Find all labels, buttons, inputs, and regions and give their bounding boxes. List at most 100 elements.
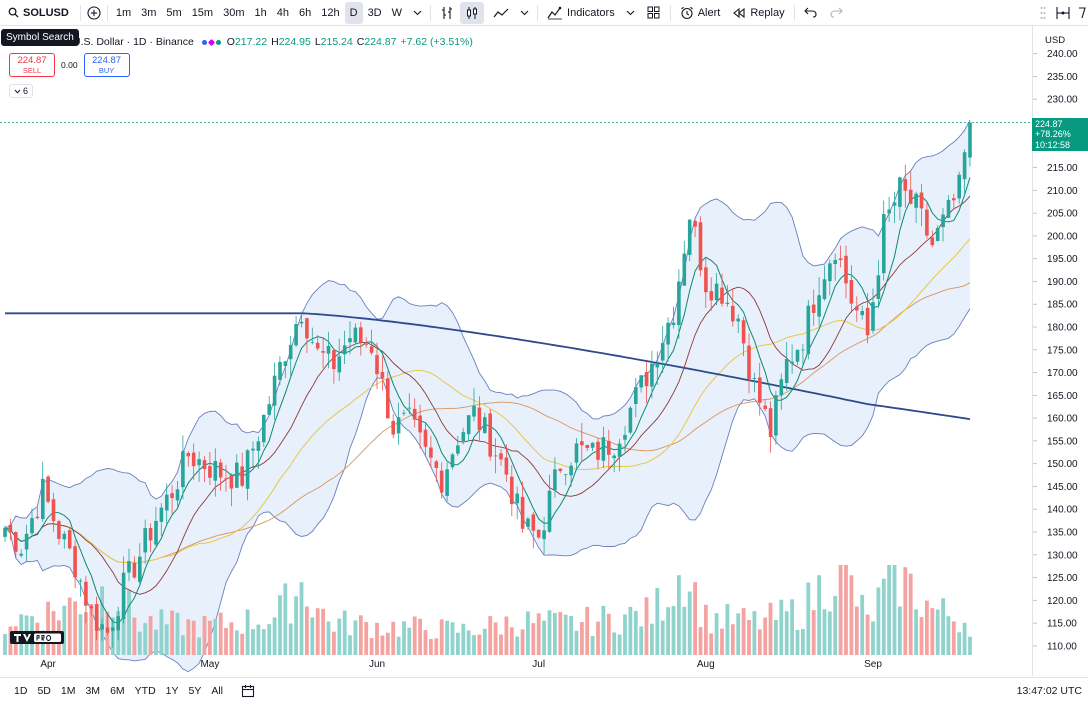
more-tools-button[interactable]	[1076, 2, 1088, 24]
volume-bar	[951, 621, 956, 655]
candle	[57, 519, 61, 545]
undo-button[interactable]	[798, 2, 824, 24]
compare-symbol-button[interactable]	[84, 2, 104, 24]
range-5y-button[interactable]: 5Y	[188, 685, 202, 697]
line-chart-type-button[interactable]	[488, 2, 514, 24]
volume-bar	[779, 599, 784, 655]
range-1y-button[interactable]: 1Y	[165, 685, 179, 697]
buy-button[interactable]: 224.87 BUY	[83, 53, 130, 77]
interval-1m-button[interactable]: 1m	[115, 6, 132, 19]
range-6m-button[interactable]: 6M	[110, 685, 125, 697]
candle	[795, 349, 800, 366]
volume-bar	[849, 575, 854, 655]
volume-bar	[251, 629, 255, 655]
price-chart[interactable]: Apr May Jun Jul Aug Sep	[0, 26, 1032, 676]
volume-bar	[736, 613, 741, 655]
interval-4h-button[interactable]: 4h	[276, 6, 289, 19]
interval-6h-button[interactable]: 6h	[299, 6, 312, 19]
candle-body	[439, 470, 444, 493]
candles-chart-type-button[interactable]	[460, 1, 485, 24]
candle-body	[768, 408, 773, 437]
measure-button[interactable]	[1050, 2, 1076, 24]
sell-button[interactable]: 224.87 SELL	[9, 53, 55, 77]
interval-30m-button[interactable]: 30m	[223, 6, 245, 19]
candle	[720, 273, 724, 307]
candle	[170, 485, 174, 514]
candle	[148, 523, 153, 553]
separator	[79, 4, 81, 21]
interval-15m-button[interactable]: 15m	[191, 6, 214, 19]
candle	[143, 519, 147, 564]
candle	[488, 409, 492, 461]
candle-body	[429, 447, 433, 458]
candle	[801, 343, 805, 366]
volume-bar	[332, 631, 336, 655]
redo-button[interactable]	[824, 2, 850, 24]
candle	[617, 439, 622, 472]
bb-lower-line	[4, 308, 971, 673]
range-all-button[interactable]: All	[211, 685, 224, 697]
interval-12h-button[interactable]: 12h	[321, 6, 340, 19]
interval-3m-button[interactable]: 3m	[141, 6, 157, 19]
volume-bar	[563, 614, 568, 655]
go-to-date-button[interactable]	[238, 680, 258, 702]
candle-body	[628, 407, 633, 433]
currency-selector[interactable]: USD	[1045, 35, 1066, 46]
candle	[229, 473, 234, 507]
candle	[828, 259, 832, 296]
layouts-button[interactable]	[641, 2, 667, 24]
indicators-button[interactable]: Indicators	[541, 2, 621, 24]
interval-d-button[interactable]: D	[344, 1, 363, 24]
interval-5m-button[interactable]: 5m	[166, 6, 182, 19]
range-1d-button[interactable]: 1D	[14, 685, 28, 697]
replay-button[interactable]: Replay	[726, 2, 790, 24]
volume-bar	[434, 638, 439, 655]
volume-bar	[299, 582, 304, 655]
chart-type-dropdown-button[interactable]	[514, 2, 534, 24]
bar-chart-type-button[interactable]	[434, 2, 460, 24]
volume-bar	[682, 606, 687, 655]
volume-bar	[170, 610, 174, 655]
volume-bar	[224, 627, 228, 655]
indicators-dropdown-button[interactable]	[621, 2, 641, 24]
separator	[106, 4, 108, 21]
utc-clock[interactable]: 13:47:02 UTC	[1016, 685, 1082, 697]
range-3m-button[interactable]: 3M	[85, 685, 101, 697]
y-tick-label: 125.00	[1047, 573, 1078, 584]
volume-bar	[854, 606, 859, 655]
range-5d-button[interactable]: 5D	[37, 685, 51, 697]
symbol-search-button[interactable]: SOLUSD	[0, 2, 77, 24]
symbol-title[interactable]: U.S. Dollar · 1D · Binance	[73, 36, 194, 48]
candle	[569, 462, 573, 487]
tool-icon	[1079, 7, 1086, 19]
volume-bar	[644, 597, 649, 655]
indicators-icon	[547, 6, 563, 19]
bollinger-bands	[4, 119, 971, 673]
range-ytd-button[interactable]: YTD	[134, 685, 156, 697]
interval-1h-button[interactable]: 1h	[254, 6, 267, 19]
candle	[666, 317, 670, 362]
ma-200-line	[5, 312, 971, 420]
volume-bar	[396, 636, 401, 655]
indicators-collapse-button[interactable]: 6	[9, 84, 33, 98]
candle-body	[181, 451, 185, 488]
volume-bar	[725, 604, 730, 655]
volume-bar	[46, 601, 50, 655]
volume-bar	[488, 616, 493, 655]
candle-body	[310, 341, 315, 343]
range-buttons: 1D 5D 1M 3M 6M YTD 1Y 5Y All	[9, 681, 228, 701]
candle	[650, 350, 654, 399]
drag-handle-icon[interactable]	[1036, 2, 1050, 24]
interval-3d-button[interactable]: 3D	[367, 6, 382, 19]
volume-bar	[67, 597, 72, 655]
interval-dropdown-button[interactable]	[407, 2, 427, 24]
alert-button[interactable]: Alert	[674, 2, 727, 24]
volume-bar	[186, 619, 191, 655]
candle-body	[62, 533, 67, 540]
volume-bar	[84, 612, 88, 655]
candle	[806, 300, 811, 360]
range-1m-button[interactable]: 1M	[60, 685, 76, 697]
candle	[294, 316, 298, 348]
interval-w-button[interactable]: W	[391, 6, 403, 19]
volume-bar	[504, 616, 509, 655]
